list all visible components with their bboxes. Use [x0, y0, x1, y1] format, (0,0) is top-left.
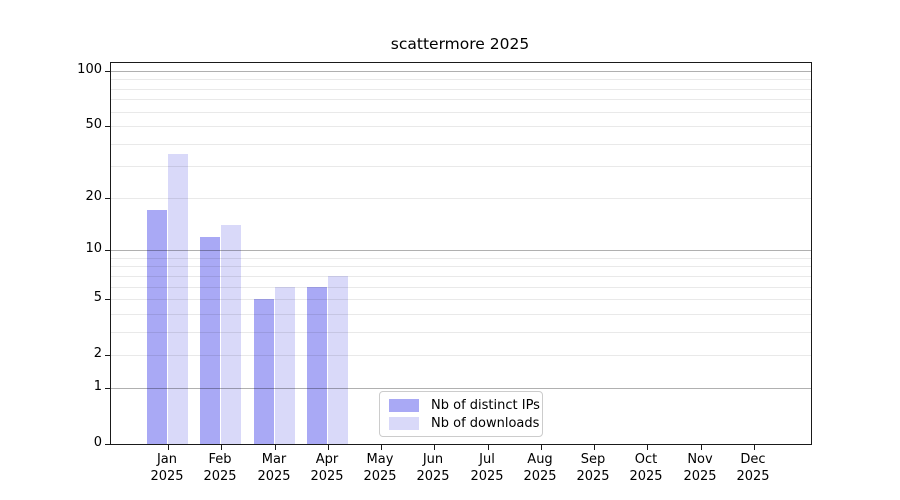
minor-gridline-40: [111, 144, 811, 145]
legend-swatch-distinct-ips-icon: [389, 398, 419, 412]
minor-gridline-60: [111, 112, 811, 113]
legend-label-downloads: Nb of downloads: [431, 415, 540, 431]
x-tick-label-apr: Apr 2025: [310, 452, 344, 484]
x-tick-label-jun: Jun 2025: [416, 452, 450, 484]
y-tick-100: [105, 71, 110, 72]
x-tick-jan: [168, 445, 169, 450]
y-tick-10: [105, 250, 110, 251]
y-tick-50: [105, 126, 110, 127]
x-tick-feb: [221, 445, 222, 450]
x-tick-label-aug: Aug 2025: [523, 452, 557, 484]
bar-downloads-feb: [221, 225, 242, 444]
x-tick-label-nov: Nov 2025: [683, 452, 717, 484]
x-tick-label-sep: Sep 2025: [576, 452, 610, 484]
y-tick-label-1: 1: [93, 379, 102, 394]
minor-gridline-2: [111, 355, 811, 356]
y-tick-20: [105, 198, 110, 199]
major-gridline-1: [111, 388, 811, 389]
y-tick-0: [105, 444, 110, 445]
y-tick-label-100: 100: [77, 62, 102, 77]
x-tick-aug: [541, 445, 542, 450]
y-tick-label-50: 50: [85, 117, 102, 132]
bar-distinct-ips-jan: [147, 210, 167, 444]
y-tick-label-5: 5: [93, 290, 102, 305]
x-tick-label-jul: Jul 2025: [470, 452, 504, 484]
bar-distinct-ips-feb: [200, 236, 221, 444]
y-tick-label-10: 10: [85, 241, 102, 256]
chart-title: scattermore 2025: [390, 35, 530, 53]
major-gridline-100: [111, 71, 811, 72]
bar-downloads-mar: [274, 286, 295, 444]
minor-gridline-90: [111, 79, 811, 80]
x-tick-label-oct: Oct 2025: [629, 452, 663, 484]
minor-gridline-30: [111, 166, 811, 167]
x-tick-oct: [647, 445, 648, 450]
x-tick-may: [381, 445, 382, 450]
bar-downloads-jan: [168, 154, 188, 444]
legend-entry-downloads: Nb of downloads: [389, 415, 542, 431]
y-tick-label-0: 0: [93, 435, 102, 450]
y-tick-1: [105, 388, 110, 389]
x-tick-label-may: May 2025: [363, 452, 397, 484]
x-tick-label-feb: Feb 2025: [203, 452, 237, 484]
bar-distinct-ips-mar: [253, 299, 274, 444]
legend: Nb of distinct IPs Nb of downloads: [379, 391, 543, 437]
minor-gridline-50: [111, 126, 811, 127]
x-tick-label-dec: Dec 2025: [736, 452, 770, 484]
x-tick-jul: [488, 445, 489, 450]
minor-gridline-7: [111, 276, 811, 277]
x-tick-nov: [701, 445, 702, 450]
x-tick-mar: [275, 445, 276, 450]
minor-gridline-70: [111, 99, 811, 100]
x-tick-dec: [754, 445, 755, 450]
legend-swatch-downloads-icon: [389, 416, 419, 430]
y-tick-label-2: 2: [93, 346, 102, 361]
x-tick-label-jan: Jan 2025: [150, 452, 184, 484]
bar-distinct-ips-apr: [306, 286, 327, 444]
minor-gridline-4: [111, 314, 811, 315]
x-tick-label-mar: Mar 2025: [257, 452, 291, 484]
x-tick-sep: [594, 445, 595, 450]
y-tick-5: [105, 299, 110, 300]
minor-gridline-9: [111, 258, 811, 259]
y-tick-label-20: 20: [85, 189, 102, 204]
minor-gridline-5: [111, 299, 811, 300]
legend-label-distinct-ips: Nb of distinct IPs: [431, 397, 540, 413]
major-gridline-10: [111, 250, 811, 251]
bar-downloads-apr: [327, 275, 348, 444]
minor-gridline-3: [111, 332, 811, 333]
minor-gridline-6: [111, 287, 811, 288]
legend-entry-distinct-ips: Nb of distinct IPs: [389, 397, 542, 413]
minor-gridline-8: [111, 266, 811, 267]
x-tick-apr: [328, 445, 329, 450]
y-tick-2: [105, 355, 110, 356]
x-tick-jun: [434, 445, 435, 450]
plot-area: Nb of distinct IPs Nb of downloads: [105, 62, 812, 450]
minor-gridline-20: [111, 198, 811, 199]
minor-gridline-80: [111, 89, 811, 90]
